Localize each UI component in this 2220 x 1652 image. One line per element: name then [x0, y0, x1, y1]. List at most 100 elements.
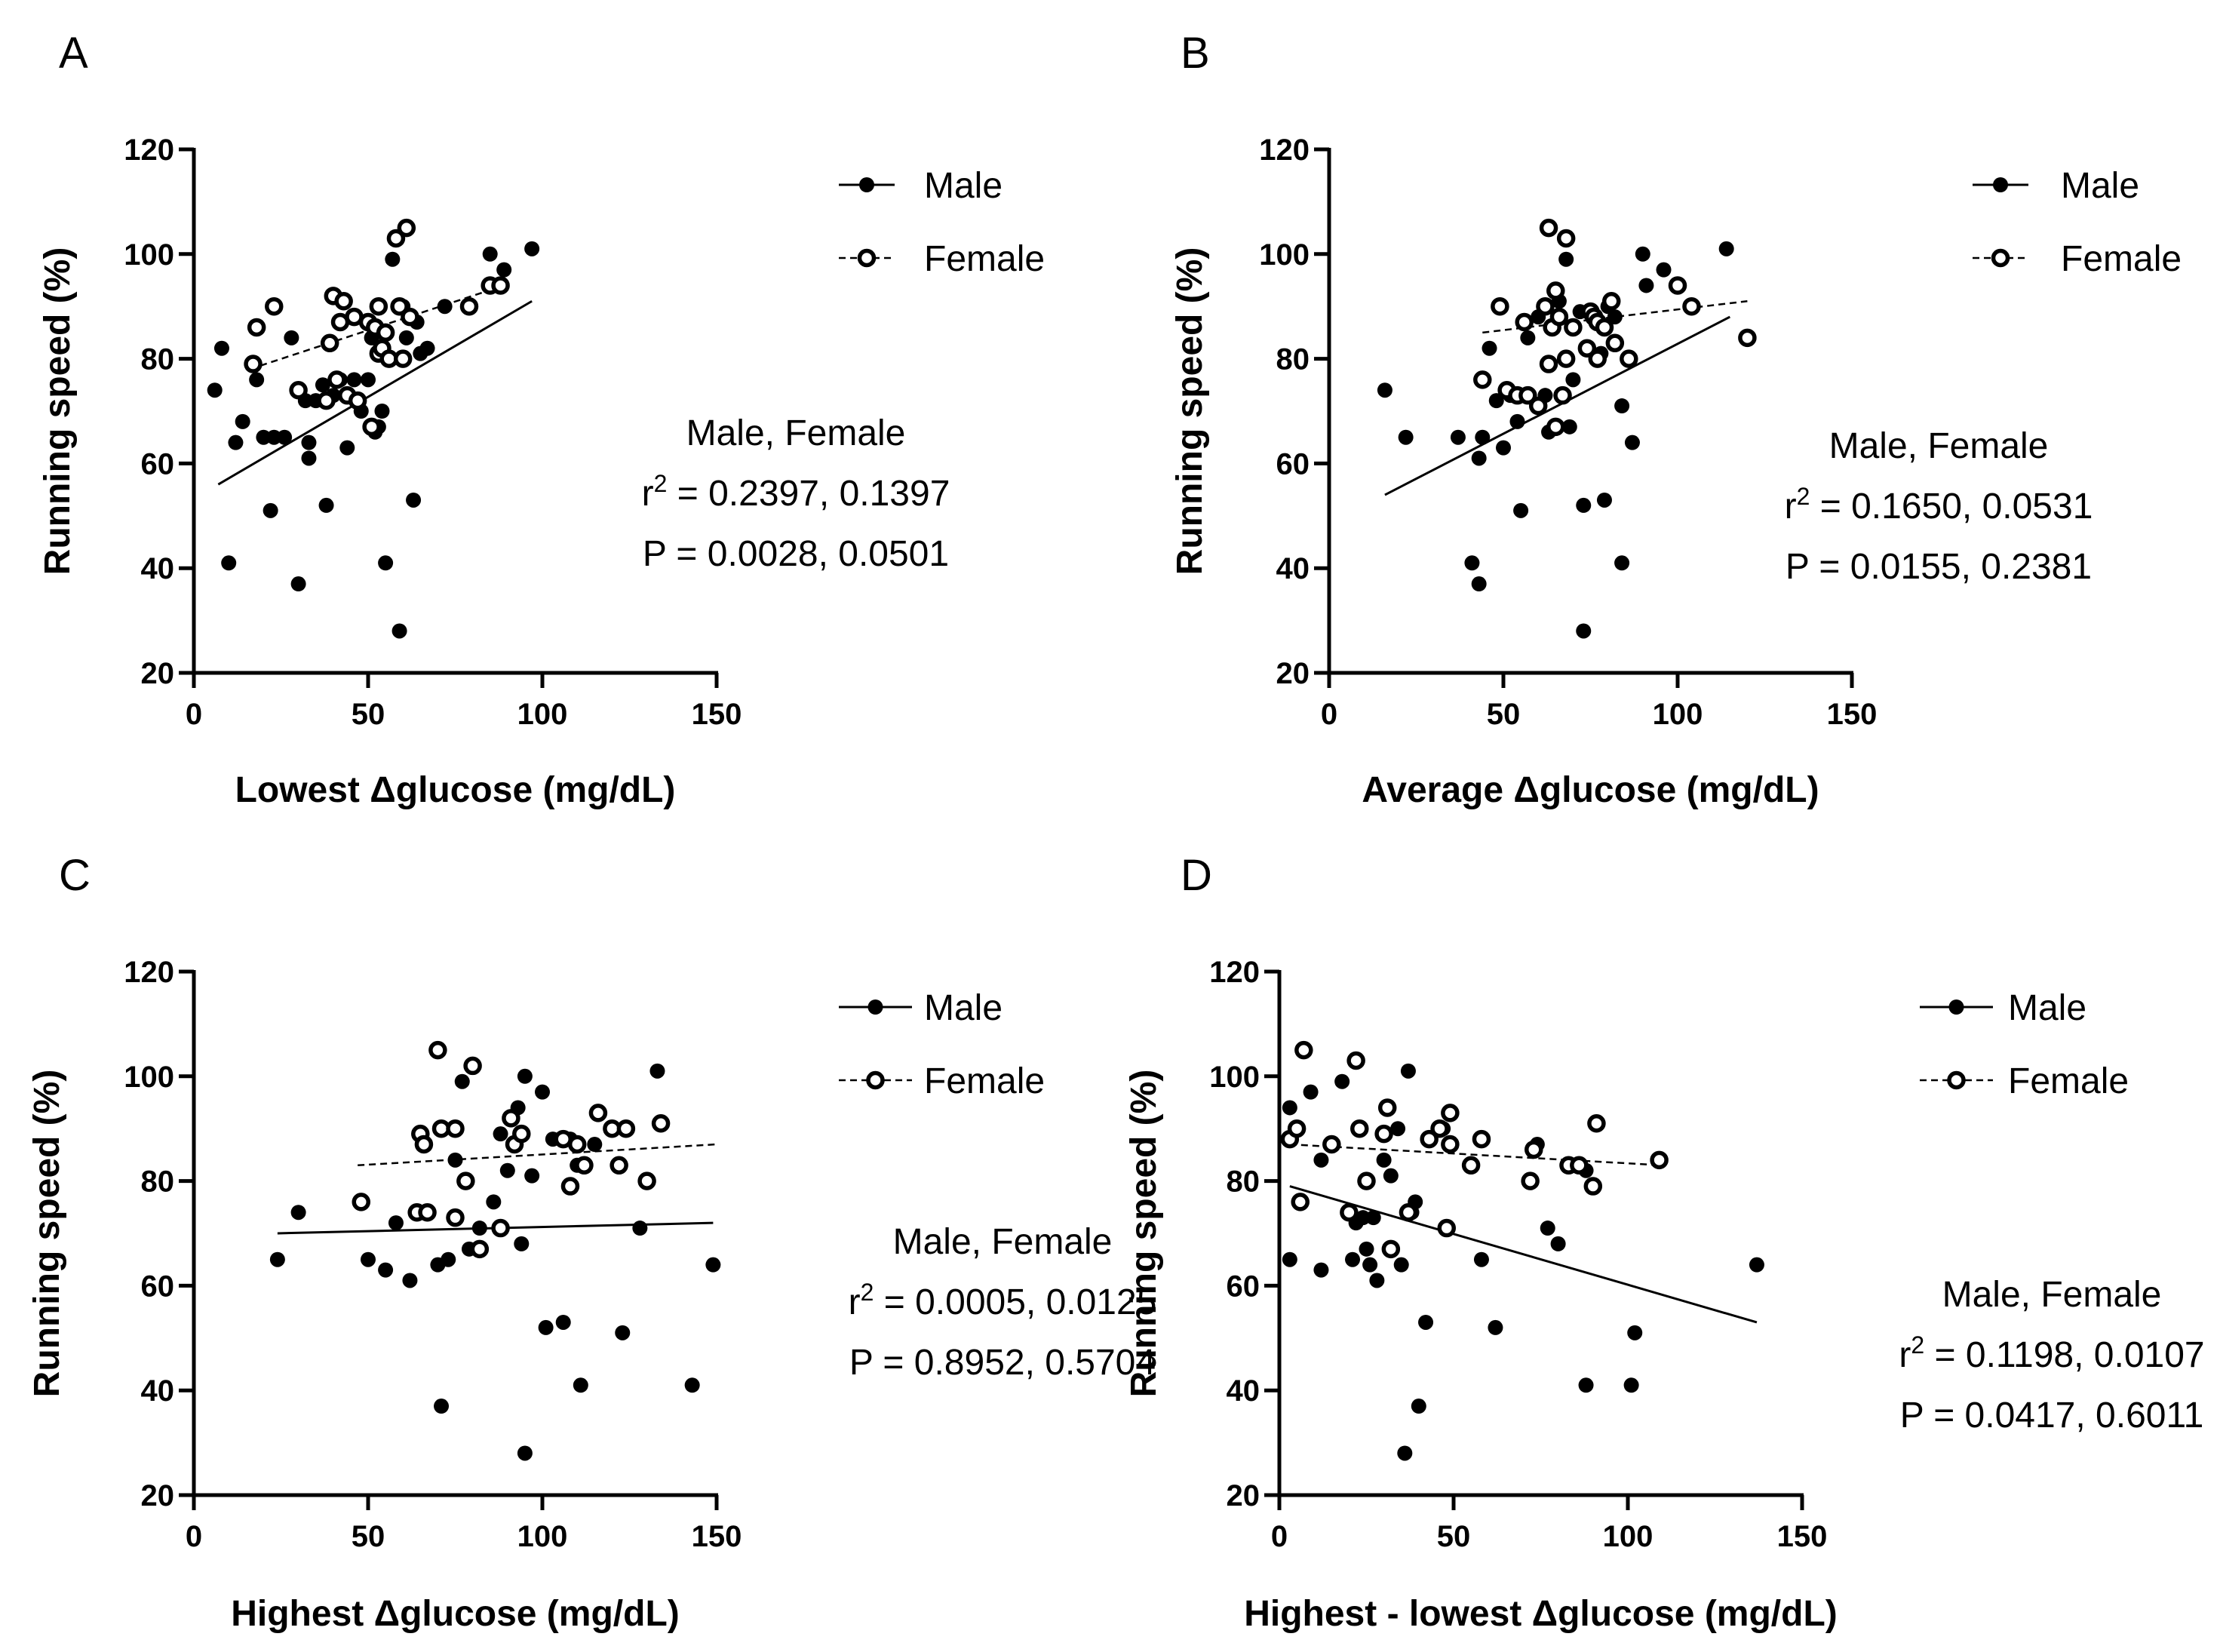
y-tick-label: 100 — [1259, 238, 1310, 272]
male-point — [1282, 1100, 1297, 1116]
male-point — [535, 1084, 550, 1100]
y-tick-label: 20 — [1276, 657, 1310, 690]
legend-marker-male — [859, 177, 874, 192]
male-point — [1313, 1262, 1329, 1278]
female-point — [588, 1104, 608, 1122]
legend-label-female: Female — [924, 239, 1045, 279]
male-point — [361, 1251, 376, 1267]
male-point — [1623, 1377, 1639, 1393]
male-point — [1397, 1445, 1413, 1461]
male-point — [514, 1236, 530, 1251]
x-axis-title: Highest - lowest Δglucose (mg/dL) — [1244, 1594, 1838, 1634]
female-point — [1556, 229, 1576, 248]
r2-values: = 0.0005, 0.0125 — [874, 1282, 1156, 1322]
r2-values: = 0.1650, 0.0531 — [1810, 487, 2093, 527]
male-point — [517, 1445, 533, 1461]
stats-annotation: Male, Female r2 = 0.1650, 0.0531 P = 0.015… — [1785, 426, 2093, 587]
x-tick-label: 0 — [1321, 698, 1337, 731]
female-point — [327, 370, 346, 389]
male-point — [346, 372, 362, 388]
male-point — [587, 1137, 603, 1153]
panel-letter: B — [1181, 29, 1210, 78]
female-point — [616, 1119, 636, 1138]
y-tick-label: 20 — [141, 657, 175, 690]
female-point — [512, 1124, 531, 1144]
female-point — [1357, 1171, 1376, 1190]
female-point — [1294, 1040, 1313, 1060]
x-tick-label: 100 — [517, 1520, 568, 1553]
stats-header: Male, Female — [686, 413, 906, 453]
male-point — [213, 340, 229, 356]
male-point — [256, 429, 272, 445]
male-point — [482, 246, 498, 262]
female-point — [418, 1202, 437, 1222]
male-point — [378, 1262, 394, 1278]
y-tick-label: 80 — [141, 343, 175, 376]
male-point — [1627, 1325, 1643, 1340]
y-tick-label: 40 — [141, 1374, 175, 1408]
male-point — [1614, 398, 1630, 414]
male-point — [385, 251, 401, 267]
legend-marker-female — [1947, 1070, 1966, 1090]
female-point — [1374, 1124, 1393, 1144]
legend: Male Female — [839, 988, 1045, 1101]
male-point — [1355, 1210, 1371, 1226]
x-tick-label: 0 — [1271, 1520, 1288, 1553]
male-point — [1400, 1063, 1416, 1079]
female-point — [446, 1119, 465, 1138]
x-tick-label: 150 — [692, 1520, 742, 1553]
female-point — [320, 333, 339, 353]
male-point — [221, 555, 237, 571]
female-fit-line — [358, 1143, 717, 1167]
male-point — [555, 1314, 571, 1330]
male-point — [1749, 1257, 1764, 1273]
female-point — [393, 349, 413, 368]
male-point — [447, 1152, 463, 1168]
r2-values: = 0.2397, 0.1397 — [667, 474, 950, 514]
male-point — [1561, 419, 1577, 434]
y-tick-label: 20 — [1227, 1479, 1260, 1512]
male-point — [493, 1126, 508, 1142]
male-point — [1607, 309, 1623, 325]
legend-label-female: Female — [2061, 239, 2182, 279]
male-point — [1578, 1377, 1594, 1393]
y-tick-label: 40 — [1276, 552, 1310, 585]
male-point — [1565, 372, 1581, 388]
female-point — [1682, 296, 1701, 316]
male-point — [1635, 246, 1650, 262]
female-point — [1738, 328, 1757, 348]
female-point — [1577, 339, 1597, 358]
female-point — [567, 1135, 587, 1154]
male-point — [1576, 623, 1592, 639]
stats-header: Male, Female — [1829, 426, 2049, 466]
x-tick-label: 100 — [1603, 1520, 1653, 1553]
female-point — [1518, 385, 1537, 405]
male-point — [486, 1194, 502, 1210]
y-axis-title: Running speed (%) — [38, 247, 78, 576]
male-point — [419, 340, 435, 356]
legend-label-male: Male — [924, 988, 1003, 1028]
male-point — [1464, 555, 1480, 571]
x-tick-label: 50 — [1437, 1520, 1471, 1553]
male-point — [378, 555, 394, 571]
stats-p-values: P = 0.8952, 0.5704 — [849, 1343, 1156, 1383]
male-point — [1488, 393, 1504, 409]
male-point — [684, 1377, 700, 1393]
male-point — [235, 413, 250, 429]
stats-r2: r2 = 0.1198, 0.0107 — [1899, 1331, 2204, 1375]
male-point — [269, 1251, 285, 1267]
female-point — [1491, 296, 1509, 316]
r2-superscript: 2 — [861, 1279, 874, 1306]
legend-label-male: Male — [2008, 988, 2086, 1028]
female-point — [1399, 1202, 1418, 1222]
female-point — [1525, 1140, 1543, 1159]
legend: Male Female — [1973, 166, 2182, 279]
female-point — [362, 417, 381, 437]
stats-r2: r2 = 0.1650, 0.0531 — [1785, 483, 2093, 527]
panel-letter: A — [59, 29, 88, 78]
male-point — [1313, 1152, 1329, 1168]
male-point — [1282, 1251, 1297, 1267]
r2-values: = 0.1198, 0.0107 — [1924, 1335, 2204, 1375]
female-point — [1291, 1193, 1310, 1211]
male-point — [1303, 1084, 1319, 1100]
